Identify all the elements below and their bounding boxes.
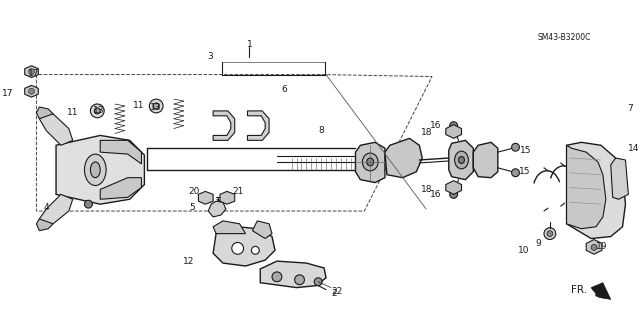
Circle shape (547, 231, 553, 237)
Circle shape (90, 104, 104, 118)
Polygon shape (385, 138, 422, 178)
Text: 22: 22 (331, 287, 342, 296)
Text: 15: 15 (518, 167, 530, 176)
Text: FR.: FR. (571, 285, 587, 294)
Circle shape (252, 246, 259, 254)
Text: 16: 16 (430, 190, 442, 199)
Polygon shape (100, 178, 141, 199)
Text: 11: 11 (67, 108, 79, 117)
Circle shape (591, 244, 597, 250)
Polygon shape (586, 240, 602, 254)
Circle shape (153, 103, 159, 109)
Ellipse shape (90, 162, 100, 178)
Text: 17: 17 (28, 69, 39, 78)
Ellipse shape (367, 158, 374, 166)
Polygon shape (25, 66, 38, 78)
Text: 11: 11 (133, 101, 145, 110)
Text: 8: 8 (318, 126, 324, 135)
Circle shape (511, 143, 520, 151)
Circle shape (450, 122, 458, 130)
Polygon shape (56, 136, 145, 204)
Polygon shape (36, 107, 53, 119)
Polygon shape (248, 111, 269, 140)
Polygon shape (213, 111, 235, 140)
Ellipse shape (84, 154, 106, 186)
Text: 12: 12 (183, 256, 195, 266)
Ellipse shape (362, 153, 378, 171)
Circle shape (544, 228, 556, 240)
Text: 19: 19 (596, 242, 607, 251)
Circle shape (272, 272, 282, 282)
Polygon shape (566, 142, 625, 239)
Polygon shape (100, 140, 141, 164)
Circle shape (29, 69, 35, 75)
Polygon shape (446, 125, 461, 138)
Text: 1: 1 (246, 40, 252, 48)
Circle shape (450, 190, 458, 198)
Polygon shape (39, 194, 73, 227)
Polygon shape (252, 221, 272, 239)
Circle shape (94, 108, 100, 114)
Text: 18: 18 (420, 185, 432, 194)
Circle shape (232, 242, 244, 254)
Text: 5: 5 (189, 203, 195, 211)
Text: 6: 6 (282, 85, 287, 94)
Polygon shape (446, 181, 461, 194)
Text: 4: 4 (44, 203, 49, 211)
Text: 14: 14 (628, 144, 640, 153)
Polygon shape (220, 191, 235, 204)
Text: 7: 7 (627, 104, 633, 114)
Ellipse shape (454, 151, 468, 169)
Text: 21: 21 (233, 187, 244, 196)
Text: 16: 16 (430, 121, 442, 130)
Polygon shape (213, 227, 275, 266)
Text: 13: 13 (93, 107, 104, 115)
Circle shape (294, 275, 305, 285)
Text: 9: 9 (535, 239, 541, 248)
Text: 2: 2 (331, 289, 337, 298)
Text: 20: 20 (189, 187, 200, 196)
Text: 17: 17 (3, 89, 14, 98)
Polygon shape (591, 283, 611, 300)
Text: 10: 10 (518, 246, 529, 255)
Text: 3: 3 (207, 52, 213, 61)
Polygon shape (39, 111, 73, 145)
Circle shape (314, 278, 322, 286)
Text: 13: 13 (150, 103, 161, 113)
Polygon shape (566, 145, 606, 229)
Circle shape (149, 99, 163, 113)
Polygon shape (208, 201, 226, 217)
Circle shape (84, 200, 92, 208)
Polygon shape (611, 158, 628, 199)
Text: 18: 18 (420, 128, 432, 137)
Circle shape (29, 88, 35, 94)
Polygon shape (213, 221, 246, 234)
Polygon shape (198, 191, 213, 204)
Polygon shape (260, 261, 326, 288)
Polygon shape (474, 142, 498, 178)
Text: 15: 15 (520, 146, 532, 155)
Polygon shape (36, 219, 53, 231)
Text: SM43-B3200C: SM43-B3200C (537, 33, 591, 42)
Polygon shape (25, 85, 38, 97)
Polygon shape (355, 142, 385, 182)
Ellipse shape (459, 157, 465, 163)
Polygon shape (449, 140, 474, 180)
Circle shape (511, 169, 520, 177)
